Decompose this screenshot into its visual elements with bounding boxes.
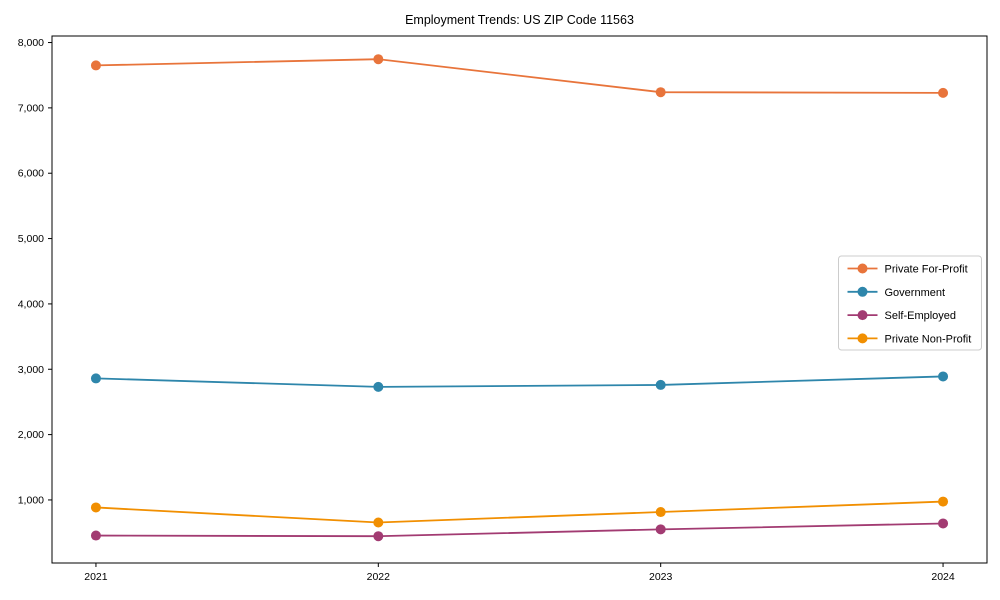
- legend-entry-government: Government: [847, 286, 946, 299]
- point-government-2024: [938, 371, 949, 382]
- legend: Private For-Profit Government Self-Employe…: [838, 255, 982, 351]
- point-self-employed-2022: [373, 531, 384, 542]
- point-government-2023: [655, 379, 666, 390]
- y-tick-label: 2,000: [18, 429, 44, 441]
- point-self-employed-2023: [655, 524, 666, 535]
- point-private-for-profit-2024: [938, 87, 949, 98]
- y-tick-label: 4,000: [18, 298, 44, 310]
- x-tick-label: 2022: [367, 571, 391, 583]
- legend-entry-self-employed: Self-Employed: [847, 310, 957, 322]
- legend-entry-private-non-profit: Private Non-Profit: [847, 333, 972, 345]
- y-tick-label: 6,000: [18, 168, 44, 180]
- point-private-non-profit-2024: [938, 496, 949, 507]
- legend-label-self-employed: Self-Employed: [885, 310, 957, 322]
- chart-title: Employment Trends: US ZIP Code 11563: [405, 13, 634, 27]
- legend-marker-private-for-profit: [857, 263, 868, 274]
- point-private-for-profit-2023: [655, 87, 666, 98]
- line-private-for-profit: [95, 58, 944, 94]
- legend-label-private-non-profit: Private Non-Profit: [885, 333, 972, 345]
- line-self-employed: [95, 522, 944, 538]
- plot-area: 1,000 2,000 3,000 4,000 5,000 6,000 7,000 8,000…: [18, 35, 988, 583]
- y-tick-label: 3,000: [18, 364, 44, 376]
- point-private-for-profit-2022: [373, 54, 384, 65]
- legend-entry-private-for-profit: Private For-Profit: [847, 263, 968, 276]
- point-government-2022: [373, 381, 384, 392]
- y-tick-label: 5,000: [18, 233, 44, 245]
- x-tick-label: 2024: [931, 571, 955, 583]
- line-government: [95, 375, 944, 388]
- x-tick-label: 2021: [84, 571, 108, 583]
- y-tick-label: 7,000: [18, 102, 44, 114]
- line-private-non-profit: [95, 500, 944, 524]
- legend-label-government: Government: [885, 287, 946, 299]
- axes-spines: [51, 35, 988, 564]
- point-self-employed-2021: [90, 530, 101, 541]
- y-tick-label: 8,000: [18, 37, 44, 49]
- point-government-2021: [90, 373, 101, 384]
- legend-label-private-for-profit: Private For-Profit: [885, 264, 968, 276]
- point-private-non-profit-2021: [90, 502, 101, 513]
- y-tick-label: 1,000: [18, 494, 44, 506]
- legend-marker-private-non-profit: [857, 333, 868, 344]
- point-private-for-profit-2021: [90, 60, 101, 71]
- point-private-non-profit-2022: [373, 517, 384, 528]
- legend-box: [838, 255, 982, 351]
- legend-marker-government: [857, 286, 868, 297]
- point-private-non-profit-2023: [655, 507, 666, 518]
- point-self-employed-2024: [938, 518, 949, 529]
- x-tick-label: 2023: [649, 571, 673, 583]
- legend-marker-self-employed: [857, 310, 868, 321]
